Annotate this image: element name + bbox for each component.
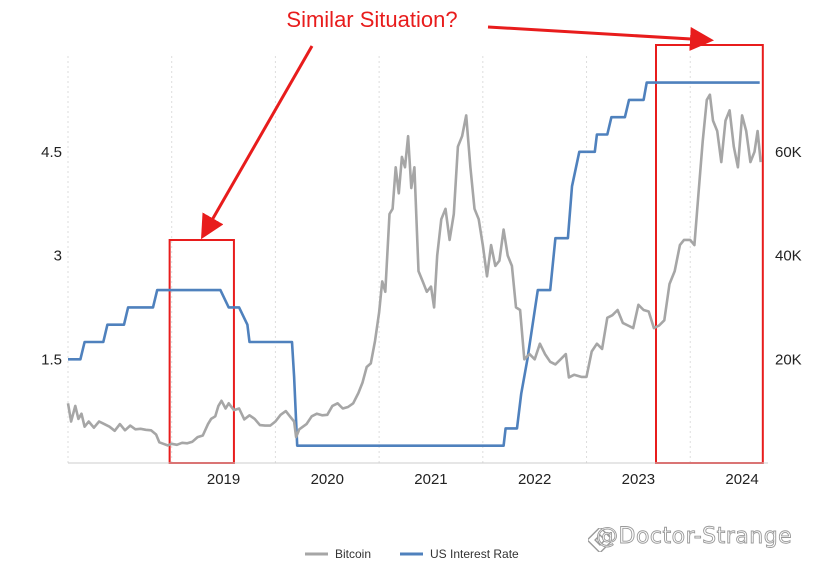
annotation-layer: Similar Situation? [201,7,714,240]
series-line-bitcoin [66,93,762,447]
binance-diamond-icon [588,528,612,552]
y-left-tick-label: 1.5 [41,351,62,368]
arrow-to-2019-box [201,45,314,240]
annotation-title: Similar Situation? [286,7,457,32]
highlight-box [655,44,764,464]
legend-label-us-interest-rate: US Interest Rate [430,547,519,561]
axis-layer: 2019 2020 2021 2022 2023 2024 1.5 3 4.5 20K 40K 60K [41,144,802,488]
y-right-tick-label: 40K [775,248,802,265]
x-tick-label: 2019 [207,471,240,488]
y-right-tick-label: 60K [775,144,802,161]
series-layer [66,81,762,447]
x-tick-label: 2020 [311,471,344,488]
x-tick-label: 2022 [518,471,551,488]
y-right-tick-label: 20K [775,351,802,368]
legend: Bitcoin US Interest Rate [305,547,519,561]
x-tick-label: 2024 [725,471,758,488]
legend-label-bitcoin: Bitcoin [335,547,371,561]
watermark-text: @Doctor-Strange [596,524,793,550]
arrow-to-2024-box [487,25,714,51]
x-tick-label: 2021 [414,471,447,488]
y-left-tick-label: 3 [54,248,62,265]
y-left-tick-label: 4.5 [41,144,62,161]
series-line-us-interest-rate [68,81,760,447]
highlight-box-layer [168,44,764,464]
x-tick-label: 2023 [622,471,655,488]
highlight-box [168,239,235,464]
grid-layer [67,56,691,463]
